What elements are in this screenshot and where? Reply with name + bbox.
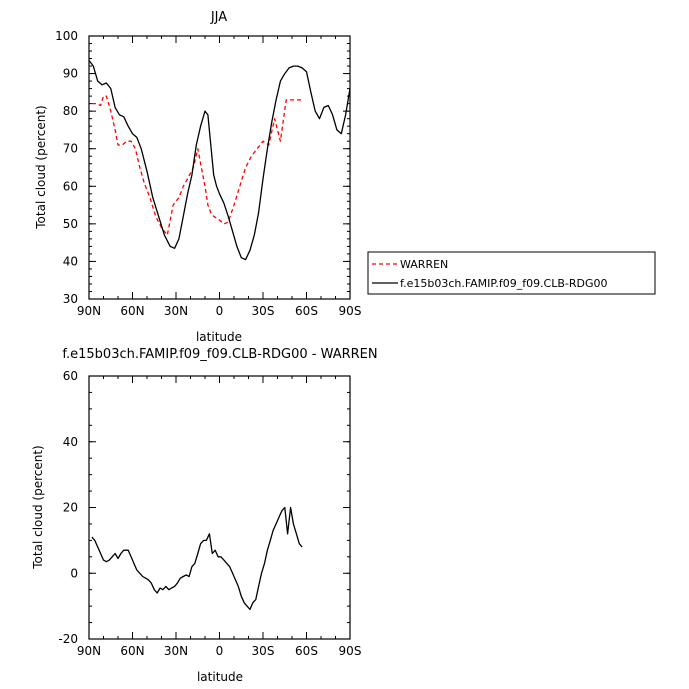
legend-box (367, 251, 656, 295)
top-chart-ylabel: Total cloud (percent) (34, 105, 48, 229)
y-tick-label: 60 (63, 179, 78, 193)
bottom-chart-xlabel: latitude (197, 670, 243, 684)
top-chart-title: JJA (210, 10, 227, 25)
y-tick-label: 100 (55, 29, 78, 43)
x-tick-label: 60S (295, 304, 318, 318)
legend: WARREN f.e15b03ch.FAMIP.f09_f09.CLB-RDG0… (367, 251, 656, 295)
x-tick-label: 90S (339, 304, 362, 318)
y-tick-label: 70 (63, 142, 78, 156)
legend-label-warren: WARREN (400, 258, 448, 271)
x-tick-label: 0 (216, 644, 224, 658)
x-tick-label: 30N (164, 304, 188, 318)
x-tick-label: 0 (216, 304, 224, 318)
x-tick-label: 30N (164, 644, 188, 658)
y-tick-label: 50 (63, 217, 78, 231)
y-tick-label: 40 (63, 254, 78, 268)
x-tick-label: 90N (77, 644, 101, 658)
y-tick-label: 80 (63, 104, 78, 118)
x-tick-label: 30S (252, 304, 275, 318)
x-tick-label: 90S (339, 644, 362, 658)
series-line-1-0 (91, 506, 303, 611)
y-tick-label: 20 (63, 501, 78, 515)
y-tick-label: 40 (63, 435, 78, 449)
bottom-chart-ylabel: Total cloud (percent) (31, 445, 45, 569)
bottom-chart-panel: f.e15b03ch.FAMIP.f09_f09.CLB-RDG00 - WAR… (31, 347, 378, 684)
top-chart-xlabel: latitude (196, 330, 242, 344)
x-tick-label: 30S (252, 644, 275, 658)
x-tick-label: 60N (120, 644, 144, 658)
x-tick-label: 90N (77, 304, 101, 318)
y-tick-label: 90 (63, 67, 78, 81)
x-tick-label: 60S (295, 644, 318, 658)
y-tick-label: 0 (70, 566, 78, 580)
x-tick-label: 60N (120, 304, 144, 318)
bottom-chart-frame (88, 375, 351, 640)
top-chart-panel: JJA Total cloud (percent) latitude 90N 60… (34, 10, 361, 344)
y-tick-label: 60 (63, 369, 78, 383)
bottom-chart-title: f.e15b03ch.FAMIP.f09_f09.CLB-RDG00 - WAR… (62, 347, 377, 362)
y-tick-label: 30 (63, 292, 78, 306)
y-tick-label: -20 (58, 632, 78, 646)
series-line-0-1 (88, 60, 351, 261)
top-chart-frame (88, 35, 351, 300)
legend-label-model: f.e15b03ch.FAMIP.f09_f09.CLB-RDG00 (400, 277, 608, 290)
